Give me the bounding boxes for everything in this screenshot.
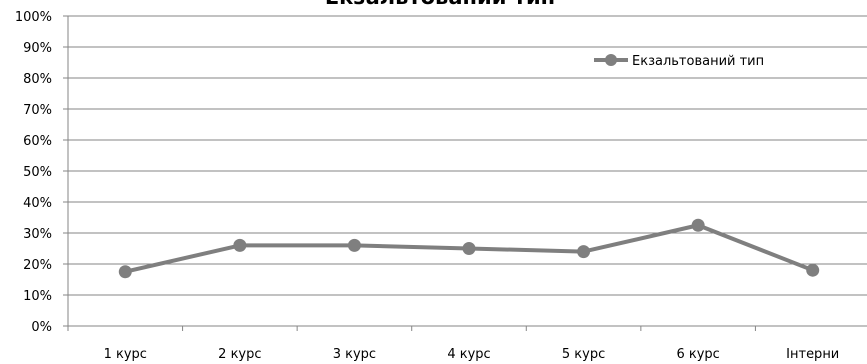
data-point [118,265,132,279]
x-tick-label: 5 курс [562,347,605,362]
data-point [806,263,820,277]
y-tick-label: 0% [31,320,52,335]
x-tick-label: 1 курс [104,347,147,362]
y-tick-label: 100% [15,10,52,25]
y-tick-label: 10% [23,289,52,304]
axes [63,15,867,331]
data-point [462,242,476,255]
x-tick-label: Інтерни [786,347,839,362]
legend: Екзальтований тип [594,54,764,69]
y-tick-label: 70% [23,103,52,118]
series-line-group [118,218,820,279]
x-tick-labels: 1 курс 2 курс 3 курс 4 курс 5 курс 6 курс Інте… [104,347,840,362]
data-point [347,238,361,252]
x-tick-label: 4 курс [447,347,490,362]
x-tick-label: 3 курс [333,347,376,362]
y-tick-label: 40% [23,196,52,211]
y-tick-label: 50% [23,165,52,180]
data-point [233,238,247,252]
legend-label: Екзальтований тип [632,54,764,69]
y-tick-labels: 0% 10% 20% 30% 40% 50% 60% 70% 80% 90% 100% [15,10,52,335]
legend-marker [605,54,617,66]
y-tick-label: 90% [23,41,52,56]
x-tick-label: 2 курс [218,347,261,362]
y-tick-label: 80% [23,72,52,87]
chart-title: Екзальтований тип [325,0,555,9]
y-tick-label: 20% [23,258,52,273]
x-tick-label: 6 курс [676,347,719,362]
gridlines [68,15,867,296]
y-tick-label: 60% [23,134,52,149]
data-point [577,245,591,259]
data-point [691,218,705,232]
y-tick-label: 30% [23,227,52,242]
